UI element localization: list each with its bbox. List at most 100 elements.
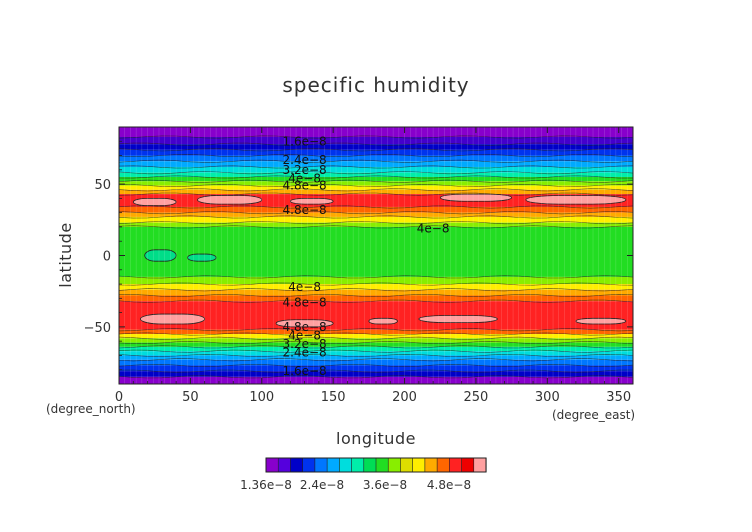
x-axis: 0 50 100 150 200 250 300 350 — [115, 127, 631, 405]
contour-labels: 1.6e−82.4e−83.2e−84e−84.8e−84.8e−84e−84e… — [283, 134, 450, 378]
contour-band — [119, 226, 633, 277]
contour-band — [119, 136, 633, 145]
contour-line — [119, 184, 633, 188]
contour-lines — [119, 127, 633, 384]
contour-line — [119, 165, 633, 169]
contour-band — [119, 127, 633, 137]
contour-band — [119, 206, 633, 213]
contour-line — [119, 159, 633, 163]
y-unit-label: (degree_north) — [46, 402, 136, 416]
contour-line — [119, 349, 633, 353]
contour-line — [119, 369, 633, 373]
contour-band — [119, 338, 633, 343]
contour-patch — [197, 195, 263, 205]
contour-band — [119, 181, 633, 186]
chart-title: specific humidity — [282, 73, 469, 97]
contour-line — [119, 358, 633, 362]
contour-line — [119, 211, 633, 215]
contour-label: 4.8e−8 — [283, 296, 327, 310]
contour-band — [119, 359, 633, 366]
y-tick-label: −50 — [84, 321, 111, 336]
x-tick-label: 0 — [115, 390, 123, 405]
contour-line — [119, 282, 633, 286]
colorbar — [265, 457, 487, 473]
y-tick-label: 0 — [103, 250, 111, 265]
colorbar-labels: 1.36e−8 2.4e−8 3.6e−8 4.8e−8 — [240, 478, 471, 492]
contour-line — [119, 336, 633, 340]
contour-band — [119, 166, 633, 173]
x-axis-label: longitude — [336, 429, 416, 448]
contour-line — [119, 332, 633, 336]
contour-label: 4.8e−8 — [283, 320, 327, 334]
contour-band — [119, 342, 633, 347]
x-tick-label: 350 — [606, 390, 631, 405]
contour-line — [119, 188, 633, 192]
x-tick-label: 100 — [249, 390, 274, 405]
contour-line — [119, 225, 633, 229]
contour-line — [119, 175, 633, 179]
colorbar-swatch — [302, 457, 316, 473]
contour-label: 4e−8 — [417, 221, 450, 235]
y-tick-label: 50 — [94, 178, 111, 193]
contour-line — [119, 363, 633, 367]
colorbar-swatch — [339, 457, 353, 473]
contour-line — [119, 215, 633, 219]
contour-line — [119, 288, 633, 292]
contour-band — [119, 189, 633, 195]
contour-line — [119, 171, 633, 175]
colorbar-swatch — [387, 457, 402, 473]
colorbar-label-2: 2.4e−8 — [300, 478, 344, 492]
contour-band — [119, 301, 633, 330]
contour-line — [119, 142, 633, 146]
colorbar-swatch — [424, 457, 438, 473]
contour-band — [119, 212, 633, 217]
contour-patch — [132, 197, 177, 206]
contour-patch — [575, 317, 627, 325]
contour-line — [119, 353, 633, 357]
x-tick-label: 250 — [464, 390, 489, 405]
contour-patch — [289, 197, 334, 205]
contour-band — [119, 371, 633, 377]
y-axis: 50 0 −50 — [84, 140, 633, 371]
contour-line — [119, 148, 633, 152]
contour-line — [119, 341, 633, 345]
colorbar-swatch — [412, 457, 426, 473]
contour-band — [119, 295, 633, 302]
contour-line — [119, 328, 633, 332]
contour-label: 1.6e−8 — [283, 364, 327, 378]
contour-patch — [140, 313, 206, 325]
colorbar-label-min: 1.36e−8 — [240, 478, 292, 492]
contour-band — [119, 176, 633, 182]
y-axis-label: latitude — [56, 222, 75, 287]
contour-band — [119, 329, 633, 335]
colorbar-swatch — [290, 457, 304, 473]
contour-band — [119, 222, 633, 227]
contour-band — [119, 334, 633, 339]
contour-label: 4.8e−8 — [283, 203, 327, 217]
colorbar-swatch — [449, 457, 463, 473]
colorbar-swatch — [277, 457, 292, 473]
contour-line — [119, 179, 633, 183]
colorbar-swatch — [314, 457, 328, 473]
contour-band — [119, 149, 633, 156]
contour-band — [119, 376, 633, 384]
contour-band — [119, 284, 633, 290]
contour-band — [119, 289, 633, 296]
contour-band — [119, 172, 633, 177]
colorbar-swatch — [436, 457, 450, 473]
contour-band — [119, 155, 633, 162]
colorbar-swatch — [375, 457, 389, 473]
contour-band — [119, 161, 633, 167]
x-tick-label: 50 — [182, 390, 199, 405]
contour-label: 4e−8 — [288, 280, 321, 294]
x-tick-label: 300 — [535, 390, 560, 405]
contour-patch — [144, 249, 177, 262]
contour-label: 4e−8 — [288, 171, 321, 185]
contour-patch — [418, 315, 498, 324]
colorbar-frame — [265, 457, 487, 473]
contour-band — [119, 276, 633, 285]
contour-label: 4.8e−8 — [283, 179, 327, 193]
x-unit-label: (degree_east) — [552, 408, 635, 422]
contour-band — [119, 346, 633, 352]
contour-band — [119, 351, 633, 356]
